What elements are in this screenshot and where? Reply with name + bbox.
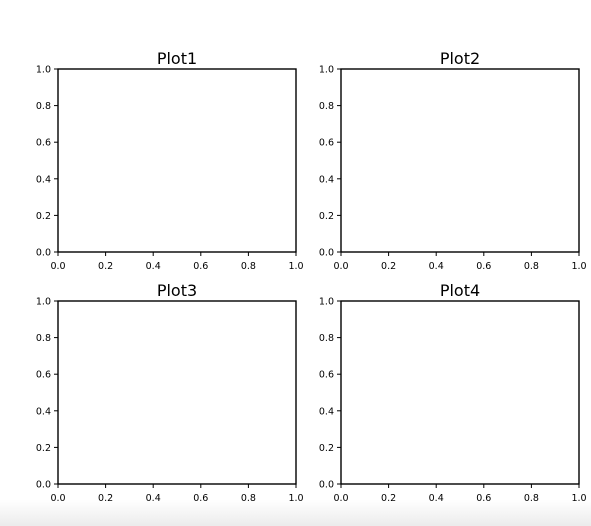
subplot-4-ytick-label-2: 0.4 — [319, 406, 334, 417]
subplot-3-xtick-label-4: 0.8 — [241, 493, 256, 504]
subplot-1-ytick-label-4: 0.8 — [36, 101, 51, 112]
subplot-1-xtick-label-4: 0.8 — [241, 261, 256, 272]
subplot-2-ytick-label-4: 0.8 — [319, 101, 334, 112]
subplot-4-xtick-label-1: 0.2 — [381, 493, 396, 504]
subplot-1-xtick-label-0: 0.0 — [50, 261, 65, 272]
subplot-2-xtick-label-0: 0.0 — [333, 261, 348, 272]
subplot-1: Plot1 0.0 0.2 0.4 0.6 0.8 1.0 0.0 0.2 0.4 0.6 0.8 1.… — [36, 49, 304, 272]
subplot-4-xtick-label-4: 0.8 — [524, 493, 539, 504]
subplot-2-ytick-label-2: 0.4 — [319, 174, 334, 185]
subplot-4-ytick-label-0: 0.0 — [319, 480, 334, 491]
subplot-4-frame — [340, 300, 580, 485]
subplot-3-ytick-label-1: 0.2 — [36, 443, 51, 454]
subplot-4-ytick-label-3: 0.6 — [319, 370, 334, 381]
subplot-2-xtick-label-5: 1.0 — [571, 261, 586, 272]
subplot-3-xtick-label-1: 0.2 — [98, 493, 113, 504]
subplot-2-frame — [340, 68, 580, 253]
subplot-4-xtick-label-2: 0.4 — [429, 493, 444, 504]
subplot-1-title: Plot1 — [157, 49, 197, 68]
subplot-1-ytick-label-5: 1.0 — [36, 65, 51, 76]
subplot-4-ytick-label-5: 1.0 — [319, 297, 334, 308]
subplot-2-xtick-label-3: 0.6 — [476, 261, 491, 272]
subplot-4: Plot4 0.0 0.2 0.4 0.6 0.8 1.0 0.0 0.2 0.4 0.6 0.8 1.… — [319, 281, 587, 504]
subplot-3-ytick-label-3: 0.6 — [36, 370, 51, 381]
subplot-1-ytick-label-0: 0.0 — [36, 248, 51, 259]
subplot-3-ytick-label-4: 0.8 — [36, 333, 51, 344]
subplot-4-title: Plot4 — [440, 281, 480, 300]
subplot-2-ytick-label-5: 1.0 — [319, 65, 334, 76]
subplot-2-xtick-label-2: 0.4 — [429, 261, 444, 272]
subplot-3-ytick-label-2: 0.4 — [36, 406, 51, 417]
subplot-1-xtick-label-5: 1.0 — [288, 261, 303, 272]
subplot-1-frame — [57, 68, 297, 253]
subplot-2-xtick-label-1: 0.2 — [381, 261, 396, 272]
subplot-4-xtick-label-5: 1.0 — [571, 493, 586, 504]
subplot-2: Plot2 0.0 0.2 0.4 0.6 0.8 1.0 0.0 0.2 0.4 0.6 0.8 1.… — [319, 49, 587, 272]
subplot-1-xtick-label-2: 0.4 — [146, 261, 161, 272]
subplot-3-xtick-label-5: 1.0 — [288, 493, 303, 504]
subplot-3-xtick-label-3: 0.6 — [193, 493, 208, 504]
subplot-3-ytick-label-0: 0.0 — [36, 480, 51, 491]
subplot-2-ytick-label-1: 0.2 — [319, 211, 334, 222]
subplot-2-xtick-label-4: 0.8 — [524, 261, 539, 272]
subplot-4-xtick-label-3: 0.6 — [476, 493, 491, 504]
subplot-3-xtick-label-2: 0.4 — [146, 493, 161, 504]
subplot-4-ytick-label-4: 0.8 — [319, 333, 334, 344]
subplot-3-xtick-label-0: 0.0 — [50, 493, 65, 504]
subplot-3-frame — [57, 300, 297, 485]
subplot-1-xtick-label-3: 0.6 — [193, 261, 208, 272]
subplot-1-ytick-label-1: 0.2 — [36, 211, 51, 222]
subplot-3-title: Plot3 — [157, 281, 197, 300]
subplot-1-ytick-label-3: 0.6 — [36, 138, 51, 149]
subplot-4-ytick-label-1: 0.2 — [319, 443, 334, 454]
subplot-2-title: Plot2 — [440, 49, 480, 68]
subplot-2-ytick-label-0: 0.0 — [319, 248, 334, 259]
subplot-3-ytick-label-5: 1.0 — [36, 297, 51, 308]
subplot-4-xtick-label-0: 0.0 — [333, 493, 348, 504]
subplot-1-xtick-label-1: 0.2 — [98, 261, 113, 272]
subplot-2-ytick-label-3: 0.6 — [319, 138, 334, 149]
subplot-3: Plot3 0.0 0.2 0.4 0.6 0.8 1.0 0.0 0.2 0.4 0.6 0.8 1.… — [36, 281, 304, 504]
subplot-1-ytick-label-2: 0.4 — [36, 174, 51, 185]
